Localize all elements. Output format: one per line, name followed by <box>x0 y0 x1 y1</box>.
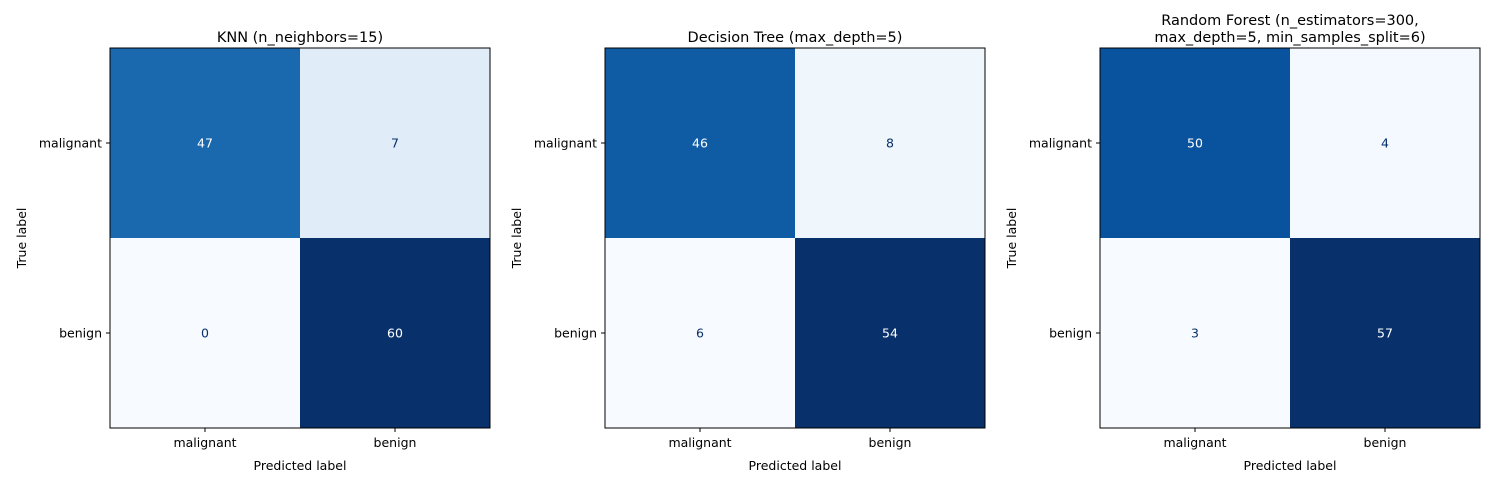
cell-value-0-0: 47 <box>197 136 213 151</box>
x-tick-label-malignant: malignant <box>173 435 236 450</box>
x-tick-label-benign: benign <box>869 435 912 450</box>
x-axis-label: Predicted label <box>1244 458 1337 473</box>
matrix-cell-1-0 <box>605 238 795 428</box>
x-tick-label-benign: benign <box>374 435 417 450</box>
matrix-cell-0-0 <box>110 48 300 238</box>
matrix-cell-0-1 <box>300 48 490 238</box>
matrix-cell-1-0 <box>110 238 300 428</box>
chart-title: Random Forest (n_estimators=300, max_dept… <box>1154 13 1425 46</box>
confusion-matrix-3: 50 4 3 57 malignant benign malignant benign Pred… <box>1004 13 1481 473</box>
matrix-cell-1-1 <box>1290 238 1480 428</box>
cell-value-1-0: 0 <box>201 326 209 341</box>
matrix-cell-1-0 <box>1100 238 1290 428</box>
cell-value-1-1: 54 <box>882 326 898 341</box>
y-tick-label-malignant: malignant <box>39 136 102 151</box>
x-tick-label-benign: benign <box>1364 435 1407 450</box>
cell-value-0-1: 7 <box>391 136 399 151</box>
x-tick-label-malignant: malignant <box>668 435 731 450</box>
axes-frame <box>1099 47 1481 429</box>
y-tick-label-benign: benign <box>1049 326 1092 341</box>
y-tick-label-malignant: malignant <box>534 136 597 151</box>
cell-value-0-1: 8 <box>886 136 894 151</box>
cell-value-1-0: 3 <box>1191 326 1199 341</box>
y-tick-label-malignant: malignant <box>1029 136 1092 151</box>
chart-title: Decision Tree (max_depth=5) <box>688 30 903 46</box>
x-tick-label-malignant: malignant <box>1163 435 1226 450</box>
cell-value-1-1: 60 <box>387 326 403 341</box>
confusion-matrix-1: 47 7 0 60 malignant benign malignant benign Pred… <box>14 30 491 473</box>
y-axis-label: True label <box>14 208 29 270</box>
cell-value-1-1: 57 <box>1377 326 1393 341</box>
cell-value-0-0: 50 <box>1187 136 1203 151</box>
axes-frame <box>604 47 986 429</box>
y-axis-label: True label <box>509 208 524 270</box>
axes-frame <box>109 47 491 429</box>
y-tick-label-benign: benign <box>554 326 597 341</box>
y-tick-label-benign: benign <box>59 326 102 341</box>
cell-value-0-0: 46 <box>692 136 708 151</box>
x-axis-label: Predicted label <box>254 458 347 473</box>
y-axis-label: True label <box>1004 208 1019 270</box>
matrix-cell-0-1 <box>795 48 985 238</box>
cell-value-0-1: 4 <box>1381 136 1389 151</box>
x-axis-label: Predicted label <box>749 458 842 473</box>
matrix-cell-0-1 <box>1290 48 1480 238</box>
matrix-cell-0-0 <box>605 48 795 238</box>
matrix-cell-0-0 <box>1100 48 1290 238</box>
chart-title: KNN (n_neighbors=15) <box>217 30 383 46</box>
matrix-cell-1-1 <box>300 238 490 428</box>
matrix-cell-1-1 <box>795 238 985 428</box>
cell-value-1-0: 6 <box>696 326 704 341</box>
confusion-matrix-2: 46 8 6 54 malignant benign malignant benign Pred… <box>509 30 986 473</box>
